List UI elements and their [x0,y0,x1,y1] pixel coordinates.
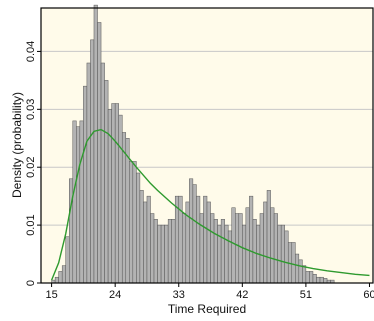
y-tick-label: 0 [25,280,37,286]
histogram-bar [263,201,268,284]
histogram-bar [323,278,328,284]
x-tick-label: 15 [45,289,57,301]
histogram-bar [160,224,165,284]
histogram-bar [146,195,151,284]
histogram-bar [104,80,109,284]
histogram-bar [245,207,250,284]
histogram-bar [121,132,127,284]
histogram-bar [319,276,324,284]
histogram-bar [189,178,194,284]
histogram-bar [69,178,74,284]
histogram-bar [132,161,137,284]
histogram-bar [291,242,296,284]
histogram-bar [167,219,172,284]
x-tick-label: 51 [300,289,312,301]
y-tick-label: 0.02 [25,156,37,177]
histogram-bar [295,253,300,284]
histogram-bar [217,224,222,284]
y-tick-label: 0.01 [25,214,37,235]
histogram-bar [153,219,158,284]
y-axis-title: Density (probability) [10,92,24,198]
histogram-bar [97,22,102,284]
histogram-bar [298,259,303,284]
histogram-bar [196,195,201,284]
histogram-bar [54,276,59,284]
histogram-bar [65,236,70,284]
histogram-bar [213,219,218,284]
histogram-bar [302,265,307,284]
histogram-bar [220,219,225,284]
histogram-bar [118,114,123,284]
x-tick-label: 60 [363,289,374,301]
histogram-bar [227,230,232,284]
histogram-bar [206,201,211,284]
histogram-bar [111,103,116,284]
histogram-bar [316,276,321,284]
histogram-bar [235,213,240,284]
histogram-bar [125,138,130,284]
histogram-bar [273,213,278,284]
x-axis-ticks: 15 24 33 42 51 60 [45,283,374,301]
histogram-bar [136,172,141,284]
histogram-bar [249,195,254,284]
histogram-bar [224,224,229,284]
x-tick-label: 24 [109,289,121,301]
histogram-bar [280,224,285,284]
histogram-bar [58,271,63,284]
histogram-bar [192,184,197,284]
histogram-bar [61,265,66,284]
histogram-bar [231,207,236,284]
histogram-bar [83,85,88,284]
histogram-bar [252,219,257,284]
histogram-bar [79,120,84,284]
histogram-bar [259,213,264,284]
histogram-bar [139,190,144,284]
histogram-bar [114,103,119,284]
histogram-bar [93,4,98,284]
histogram-bar [182,213,187,284]
x-axis-title: Time Required [168,302,246,316]
histogram-bar [185,201,190,284]
histogram-bar [157,224,162,284]
histogram-bar [309,271,314,284]
histogram-bar [129,161,134,284]
histogram-bar [270,207,275,284]
x-tick-label: 33 [173,289,185,301]
histogram-bar [90,39,95,284]
fit-curve-line [50,128,370,281]
histogram-bar [76,126,81,284]
y-axis-ticks: 0 0.01 0.02 0.03 0.04 [25,41,41,286]
histogram-bar [143,201,148,284]
histogram-bar [312,274,317,284]
histogram-bar [305,271,310,284]
y-tick-label: 0.03 [25,99,37,120]
histogram-bar [86,62,91,284]
histogram-bar [277,224,282,284]
y-tick-label: 0.04 [25,41,37,62]
histogram-bar [242,224,247,284]
histogram-bar [171,219,176,284]
histogram-bar [266,190,271,284]
histogram-bar [199,213,204,284]
histogram-bar [210,213,215,284]
histogram-bar [238,213,243,284]
plot-frame [40,7,374,284]
histogram-bar [150,213,155,284]
histogram-bar [203,195,208,284]
histogram-bar [164,224,169,284]
histogram-bar [100,62,105,284]
histogram-bar [284,230,289,284]
histogram-bar [72,120,77,284]
x-tick-label: 42 [236,289,248,301]
